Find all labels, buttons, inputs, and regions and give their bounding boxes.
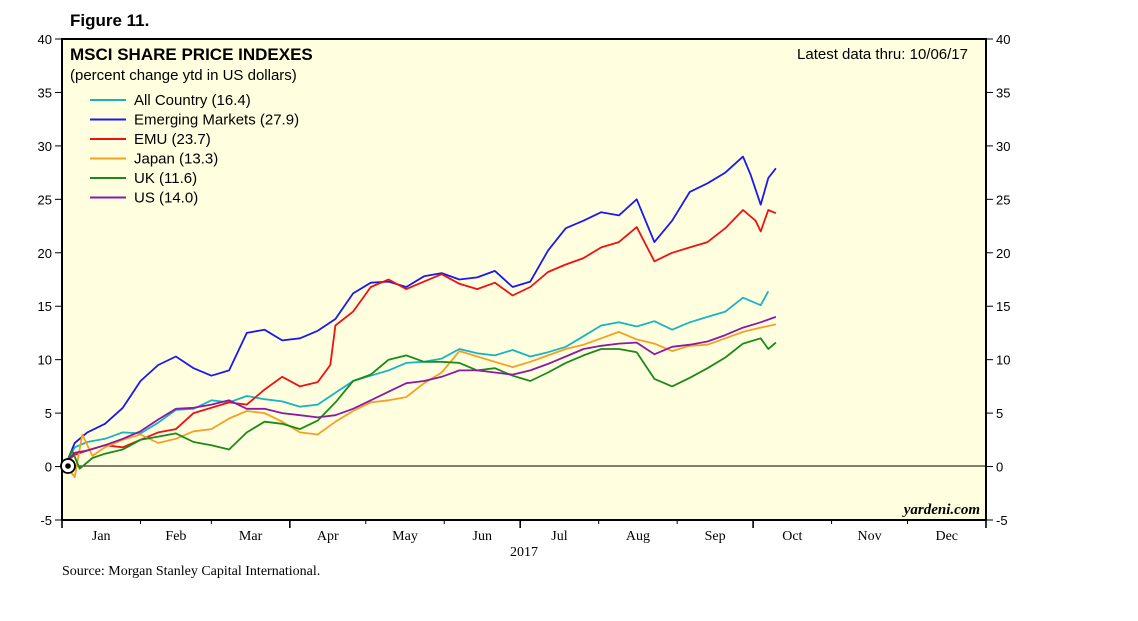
y-tick-label-right: 0 bbox=[996, 460, 1003, 475]
x-axis: Jan Feb Mar Apr May Jun Jul Aug Sep Oct Nov Dec bbox=[61, 520, 987, 544]
y-tick-label-left: 5 bbox=[45, 406, 52, 421]
chart-title: MSCI SHARE PRICE INDEXES bbox=[70, 45, 313, 64]
y-tick-label-left: 0 bbox=[45, 460, 52, 475]
plot-area bbox=[61, 38, 987, 521]
x-year-label: 2017 bbox=[510, 545, 538, 560]
y-tick-label-left: 30 bbox=[38, 139, 52, 154]
y-tick-label-right: 40 bbox=[996, 32, 1010, 47]
x-tick-label: Mar bbox=[239, 529, 263, 544]
x-tick-label: Nov bbox=[857, 529, 881, 544]
series-line bbox=[66, 290, 770, 462]
series-line bbox=[66, 323, 777, 479]
y-tick-label-right: 30 bbox=[996, 139, 1010, 154]
y-tick-label-right: 20 bbox=[996, 246, 1010, 261]
legend-label: US (14.0) bbox=[134, 190, 198, 207]
legend-label: UK (11.6) bbox=[134, 170, 197, 187]
y-tick-label-right: 25 bbox=[996, 192, 1010, 207]
y-tick-label-left: 35 bbox=[38, 85, 52, 100]
chart-subtitle: (percent change ytd in US dollars) bbox=[70, 67, 297, 84]
series-line bbox=[66, 209, 777, 462]
y-tick-label-left: 10 bbox=[38, 353, 52, 368]
figure-label: Figure 11. bbox=[70, 11, 149, 30]
y-tick-label-left: 15 bbox=[38, 299, 52, 314]
legend-label: EMU (23.7) bbox=[134, 131, 211, 148]
series-line bbox=[66, 155, 777, 462]
y-tick-label-right: 10 bbox=[996, 353, 1010, 368]
y-tick-label-left: 20 bbox=[38, 246, 52, 261]
x-tick-label: Oct bbox=[782, 529, 802, 544]
x-tick-label: Jul bbox=[551, 529, 567, 544]
watermark: yardeni.com bbox=[902, 502, 980, 518]
y-tick-label-left: 40 bbox=[38, 32, 52, 47]
legend-label: Emerging Markets (27.9) bbox=[134, 112, 299, 129]
x-tick-label: Feb bbox=[165, 529, 186, 544]
y-tick-label-right: -5 bbox=[996, 513, 1008, 528]
legend: All Country (16.4) Emerging Markets (27.9… bbox=[90, 92, 299, 207]
series-lines bbox=[66, 155, 777, 479]
latest-data-note: Latest data thru: 10/06/17 bbox=[797, 46, 968, 63]
x-tick-label: Sep bbox=[705, 529, 726, 544]
source-note: Source: Morgan Stanley Capital Internati… bbox=[62, 564, 320, 579]
y-tick-label-right: 35 bbox=[996, 85, 1010, 100]
legend-label: All Country (16.4) bbox=[134, 92, 251, 109]
x-tick-label: Jun bbox=[473, 529, 492, 544]
y-axis-left: -5 0 5 10 15 20 25 30 35 40 bbox=[38, 32, 62, 528]
y-tick-label-right: 15 bbox=[996, 299, 1010, 314]
x-tick-label: Apr bbox=[317, 529, 339, 544]
y-tick-label-right: 5 bbox=[996, 406, 1003, 421]
y-tick-label-left: -5 bbox=[40, 513, 52, 528]
y-tick-label-left: 25 bbox=[38, 192, 52, 207]
x-tick-label: Dec bbox=[935, 529, 958, 544]
x-tick-label: May bbox=[392, 529, 418, 544]
series-line bbox=[66, 316, 777, 462]
y-axis-right: -5 0 5 10 15 20 25 30 35 40 bbox=[986, 32, 1010, 528]
legend-label: Japan (13.3) bbox=[134, 151, 218, 168]
origin-marker bbox=[60, 458, 76, 474]
series-line bbox=[66, 337, 777, 470]
x-tick-label: Aug bbox=[626, 529, 650, 544]
x-tick-label: Jan bbox=[92, 529, 111, 544]
